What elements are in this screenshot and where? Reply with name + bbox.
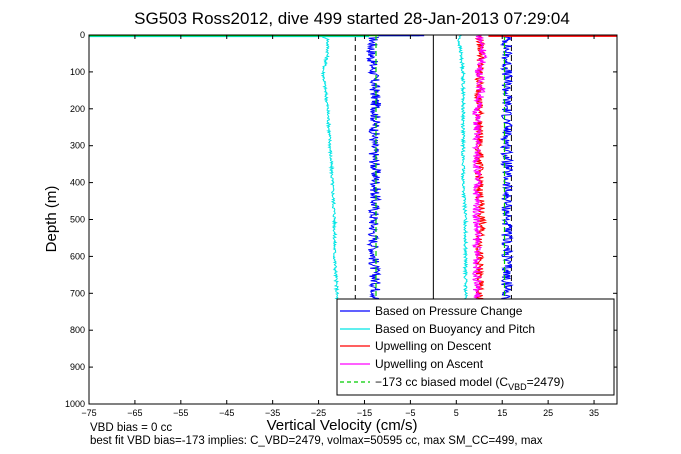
y-tick-label: 1000 (65, 399, 85, 409)
series-layer (89, 34, 617, 302)
y-tick-label: 700 (70, 288, 85, 298)
y-tick-label: 100 (70, 67, 85, 77)
x-tick-label: −25 (311, 408, 326, 418)
surface-spikes (89, 35, 617, 38)
series-line (471, 34, 488, 302)
legend-box (336, 298, 615, 396)
legend-label-pressure: Based on Pressure Change (375, 304, 523, 318)
legend-label-model-suffix: =2479) (527, 375, 565, 389)
y-tick-label: 500 (70, 215, 85, 225)
series-line (457, 34, 469, 301)
x-tick-label: 15 (497, 408, 507, 418)
series-3 (471, 34, 488, 302)
y-tick-label: 200 (70, 104, 85, 114)
y-tick-label: 400 (70, 178, 85, 188)
legend-label-model-sub: VBD (508, 382, 527, 392)
x-tick-label: −65 (127, 408, 142, 418)
legend-label-buoyancy: Based on Buoyancy and Pitch (375, 322, 535, 336)
legend-label-model-prefix: −173 cc biased model (C (375, 375, 508, 389)
series-line (473, 34, 488, 302)
series-1 (317, 34, 469, 301)
series-0 (366, 36, 515, 302)
reference-lines (354, 35, 512, 301)
x-axis-ticks: −75 −65 −55 −45 −35 −25 −15 −5 5 15 25 35 (81, 35, 599, 418)
legend: Based on Pressure Change Based on Buoyan… (336, 298, 615, 396)
x-tick-label: −45 (219, 408, 234, 418)
y-tick-label: 900 (70, 362, 85, 372)
footer-line-2: best fit VBD bias=-173 implies: C_VBD=24… (90, 435, 543, 447)
legend-label-model: −173 cc biased model (CVBD=2479) (375, 375, 564, 392)
series-2 (473, 34, 488, 302)
chart-title: SG503 Ross2012, dive 499 started 28-Jan-… (134, 9, 570, 28)
x-tick-label: −15 (357, 408, 372, 418)
legend-label-ascent: Upwelling on Ascent (375, 357, 484, 371)
y-tick-label: 600 (70, 251, 85, 261)
x-tick-label: −35 (265, 408, 280, 418)
series-line (499, 36, 515, 302)
footer-line-1: VBD bias = 0 cc (90, 422, 172, 434)
x-tick-label: −75 (81, 408, 96, 418)
legend-label-descent: Upwelling on Descent (375, 339, 492, 353)
x-axis-label: Vertical Velocity (cm/s) (267, 417, 418, 434)
y-tick-label: 800 (70, 325, 85, 335)
x-tick-label: 5 (454, 408, 459, 418)
series-line (317, 34, 340, 301)
x-tick-label: 25 (543, 408, 553, 418)
x-tick-label: −55 (173, 408, 188, 418)
x-tick-label: 35 (589, 408, 599, 418)
y-axis-ticks: 0 100 200 300 400 500 600 700 800 900 1000 (65, 30, 617, 409)
y-axis-label: Depth (m) (43, 186, 60, 253)
x-tick-label: −5 (405, 408, 415, 418)
series-4 (375, 35, 506, 301)
y-tick-label: 0 (80, 30, 85, 40)
y-tick-label: 300 (70, 141, 85, 151)
series-line (366, 36, 383, 301)
